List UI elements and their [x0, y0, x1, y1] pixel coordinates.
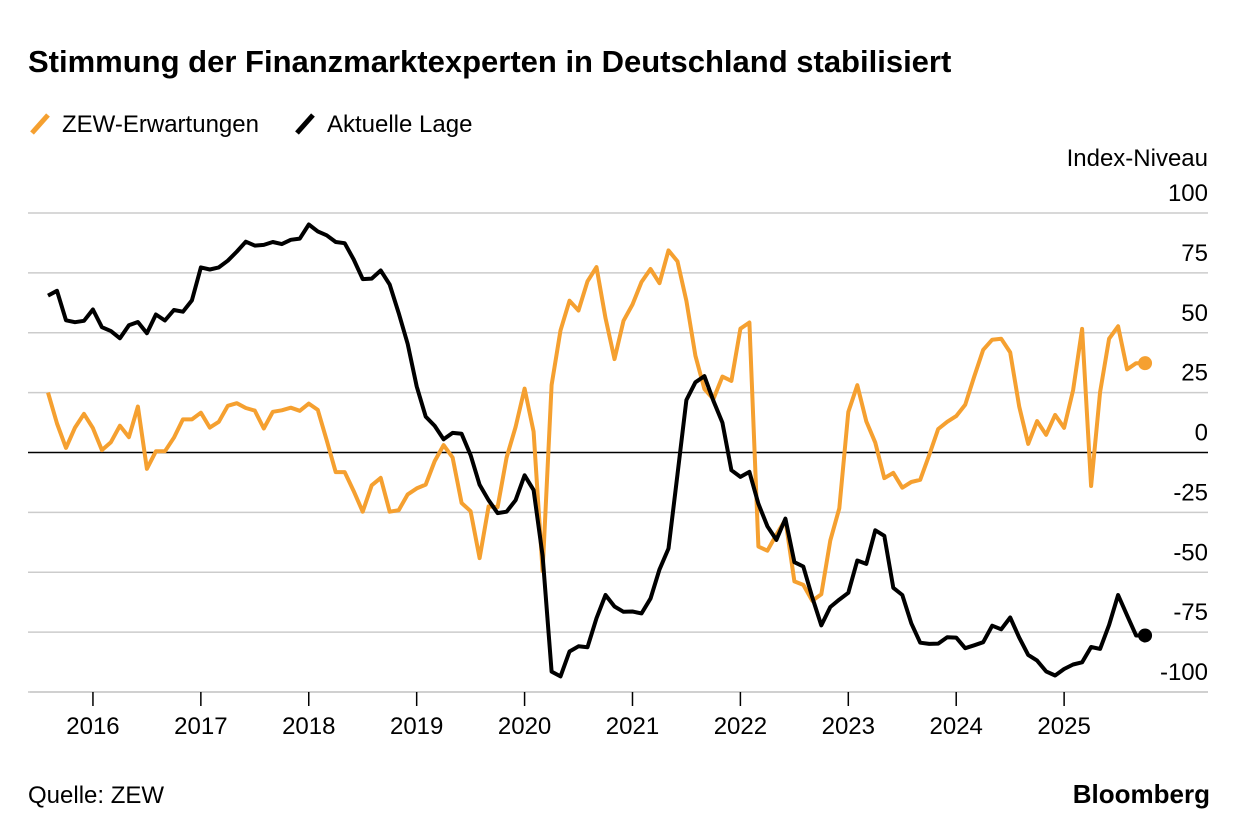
x-tick-label: 2021	[606, 713, 659, 740]
x-tick-label: 2020	[498, 713, 551, 740]
legend-swatch	[295, 113, 315, 135]
legend-label: ZEW-Erwartungen	[62, 111, 259, 138]
x-tick-label: 2022	[714, 713, 767, 740]
y-tick-label: -50	[1173, 539, 1208, 566]
y-axis-label: Index-Niveau	[1067, 145, 1208, 172]
x-tick-label: 2019	[390, 713, 443, 740]
x-tick-label: 2016	[66, 713, 119, 740]
source: Quelle: ZEW	[28, 782, 164, 809]
series-line	[46, 248, 1146, 603]
y-tick-label: 0	[1195, 420, 1208, 447]
chart-title: Stimmung der Finanzmarktexperten in Deut…	[28, 44, 951, 79]
x-tick-label: 2024	[930, 713, 983, 740]
y-tick-label: -75	[1173, 599, 1208, 626]
y-tick-label: 75	[1181, 240, 1208, 267]
y-tick-label: 50	[1181, 300, 1208, 327]
y-tick-label: 100	[1168, 180, 1208, 207]
x-tick-label: 2025	[1037, 713, 1090, 740]
y-tick-label: 25	[1181, 360, 1208, 387]
legend-swatch	[30, 113, 50, 135]
x-tick-label: 2017	[174, 713, 227, 740]
end-dot	[1138, 356, 1153, 371]
series-line	[47, 222, 1146, 679]
legend-label: Aktuelle Lage	[327, 111, 472, 138]
brand: Bloomberg	[1073, 779, 1210, 809]
x-tick-label: 2018	[282, 713, 335, 740]
y-tick-label: -100	[1160, 659, 1208, 686]
end-dot	[1138, 628, 1153, 643]
x-tick-label: 2023	[822, 713, 875, 740]
y-tick-label: -25	[1173, 479, 1208, 506]
